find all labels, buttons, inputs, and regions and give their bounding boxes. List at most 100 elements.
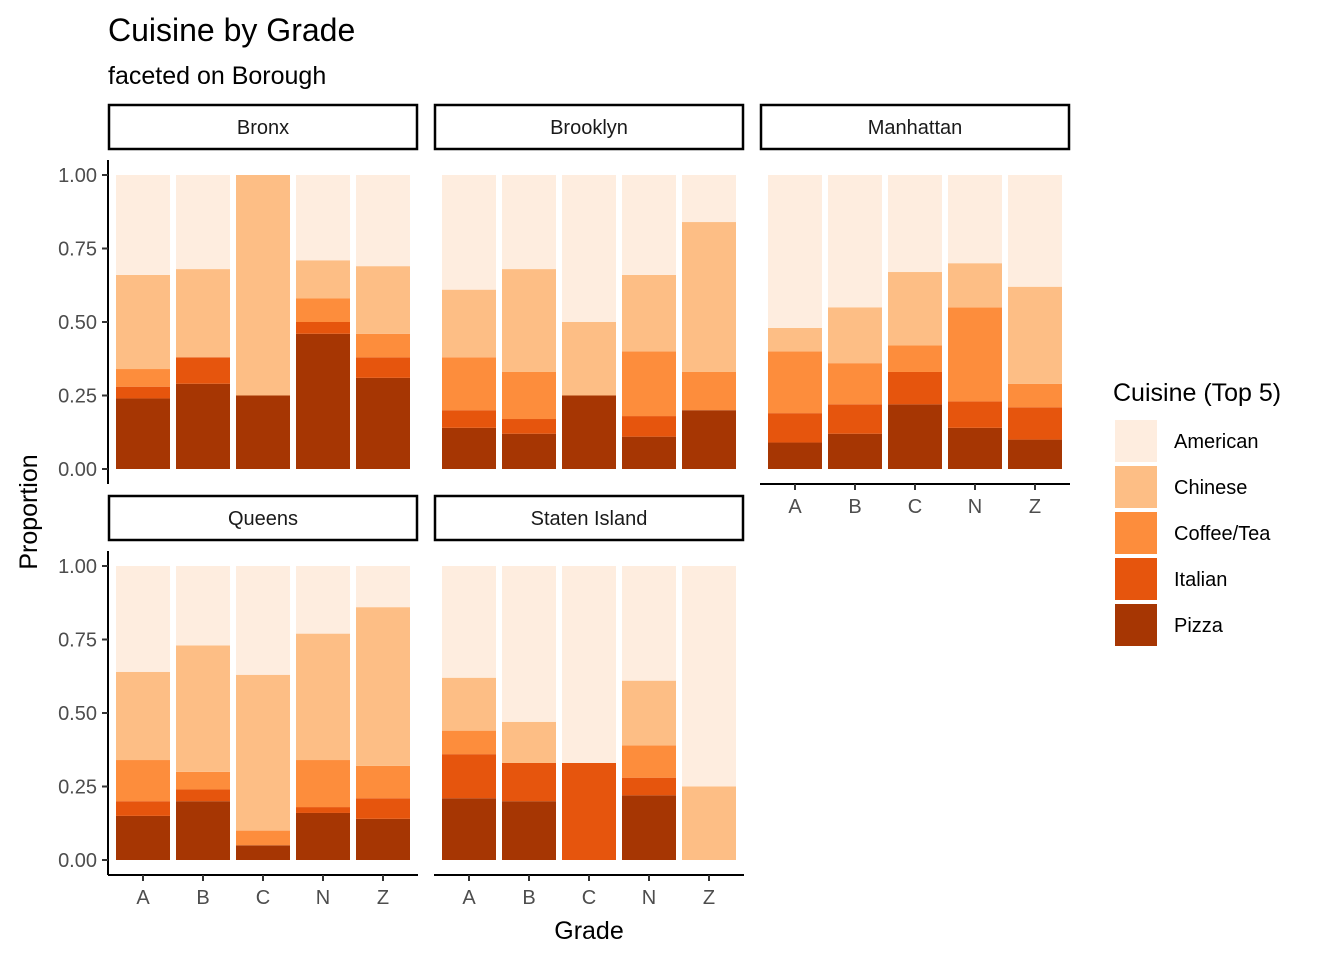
facet-strip-label: Queens [228,508,298,530]
bar-segment-italian-N [296,807,350,813]
x-tick-label: Z [703,887,715,909]
bar-segment-chinese-A [116,671,170,761]
y-tick-label: 0.50 [58,312,97,334]
bar-segment-american-C [236,566,290,675]
bar-segment-pizza-A [442,427,496,469]
bar-segment-coffee-tea-N [296,760,350,808]
bar-segment-american-A [442,175,496,290]
bar-segment-coffee-tea-N [622,351,676,417]
facet-strip [433,103,745,151]
bar-segment-coffee-tea-A [442,357,496,411]
facet-staten-island: Staten Island A B C N Z [433,494,745,909]
y-tick-label: 0.75 [58,239,97,261]
bar-segment-italian-N [622,416,676,437]
bar-segment-italian-B [176,789,230,802]
facet-strip [759,103,1071,151]
bar-segment-coffee-tea-Z [356,765,410,799]
bar-segment-american-A [116,566,170,672]
bar-segment-american-Z [682,175,736,223]
bar-segment-italian-B [502,419,556,434]
facet-strip-label: Bronx [237,117,289,139]
bar-segment-pizza-Z [1008,439,1062,469]
bar-segment-pizza-B [502,433,556,469]
facet-brooklyn: Brooklyn [433,103,745,469]
bar-segment-chinese-Z [682,222,736,372]
bar-segment-chinese-N [948,263,1002,308]
y-tick-label: 0.00 [58,459,97,481]
bar-segment-pizza-N [622,436,676,469]
bar-segment-american-Z [356,175,410,267]
bar-segment-american-B [176,566,230,646]
bar-segment-chinese-C [236,175,290,396]
bar-segment-chinese-C [562,322,616,396]
bar-segment-pizza-B [176,383,230,469]
y-axis-title: Proportion [15,454,43,569]
facet-strip-label: Brooklyn [550,117,628,139]
x-tick-label: Z [377,887,389,909]
bar-segment-coffee-tea-N [948,307,1002,402]
y-tick-label: 0.25 [58,777,97,799]
bar-segment-chinese-Z [682,786,736,860]
bar-segment-italian-A [768,413,822,443]
bar-segment-pizza-B [176,801,230,860]
bar-segment-american-A [442,566,496,678]
x-tick-label: N [642,887,656,909]
bar-segment-american-N [622,566,676,681]
facet-strip-label: Manhattan [868,117,963,139]
x-tick-label: N [316,887,330,909]
facet-manhattan: Manhattan A B C N Z [759,103,1071,518]
y-tick-label: 1.00 [58,556,97,578]
chart-title: Cuisine by Grade [108,12,355,48]
bar-segment-italian-A [116,801,170,816]
bar-segment-chinese-B [502,269,556,372]
bar-segment-american-B [502,566,556,722]
bar-segment-coffee-tea-A [768,351,822,414]
bar-segment-coffee-tea-Z [1008,383,1062,408]
bar-segment-coffee-tea-C [888,345,942,372]
y-tick-label: 0.25 [58,386,97,408]
y-tick-label: 0.75 [58,630,97,652]
bar-segment-chinese-B [828,307,882,364]
bar-segment-pizza-B [502,801,556,860]
x-tick-label: C [582,887,596,909]
bar-segment-italian-C [888,371,942,405]
bar-segment-american-B [828,175,882,308]
bar-segment-pizza-A [442,798,496,860]
bar-segment-coffee-tea-C [236,830,290,846]
bar-segment-chinese-A [442,289,496,358]
bar-segment-chinese-B [502,721,556,763]
x-tick-label: C [908,496,922,518]
bar-segment-chinese-A [768,327,822,352]
bar-segment-italian-A [116,386,170,399]
x-tick-label: B [196,887,209,909]
x-tick-label: A [136,887,150,909]
bar-segment-pizza-Z [682,410,736,469]
bar-segment-american-Z [356,566,410,608]
bar-segment-pizza-N [622,795,676,860]
bar-segment-coffee-tea-Z [682,371,736,411]
bar-segment-pizza-N [948,427,1002,469]
legend-label: Coffee/Tea [1174,523,1271,545]
y-tick-label: 1.00 [58,165,97,187]
y-tick-label: 0.50 [58,703,97,725]
bar-segment-american-C [562,175,616,322]
bar-segment-coffee-tea-B [176,771,230,790]
facet-strip-label: Staten Island [531,508,648,530]
bar-segment-pizza-A [116,815,170,860]
facet-panels: Bronx 0.00 0.25 0.50 0.75 1.00 Brooklyn Manhatt… [58,103,1071,909]
bar-segment-american-N [296,566,350,634]
bar-segment-italian-N [948,401,1002,428]
facet-strip [107,103,419,151]
bar-segment-chinese-C [888,272,942,346]
bar-segment-american-Z [1008,175,1062,287]
legend-key-italian [1115,558,1157,600]
x-tick-label: N [968,496,982,518]
x-tick-label: Z [1029,496,1041,518]
x-tick-label: B [522,887,535,909]
x-tick-label: C [256,887,270,909]
bar-segment-italian-B [828,404,882,434]
facet-queens: Queens 0.00 0.25 0.50 0.75 1.00 A B C N Z [58,494,419,909]
bar-segment-american-N [622,175,676,275]
legend: Cuisine (Top 5) American Chinese Coffee/Te… [1113,379,1281,646]
bar-segment-chinese-B [176,645,230,772]
